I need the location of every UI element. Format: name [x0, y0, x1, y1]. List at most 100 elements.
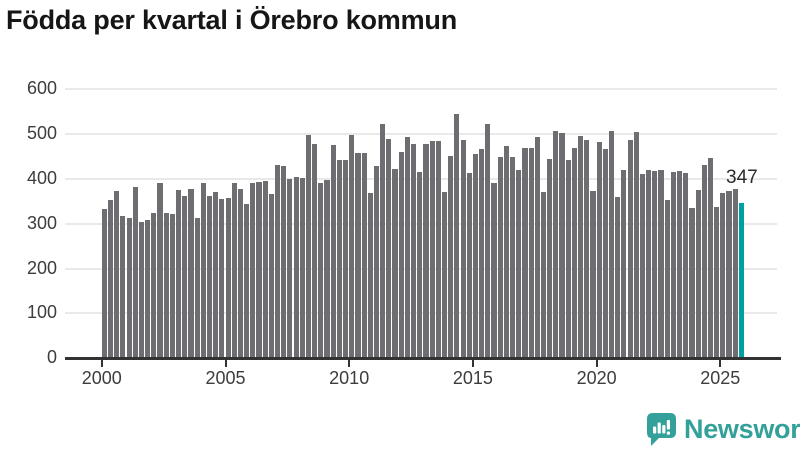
newsworthy-logo[interactable]: Newsworthy — [646, 411, 800, 447]
x-axis-tick — [595, 360, 598, 367]
bar — [256, 181, 262, 359]
bar — [596, 142, 602, 359]
bar — [268, 194, 274, 359]
bar — [417, 171, 423, 359]
bar — [107, 200, 114, 359]
y-axis-tick-label: 300 — [26, 212, 57, 233]
bar — [559, 132, 565, 359]
bar — [454, 113, 460, 359]
bar — [157, 183, 163, 359]
bar — [219, 199, 225, 359]
bar — [646, 169, 652, 359]
bar — [633, 131, 639, 359]
bar — [516, 170, 522, 359]
y-axis-tick-label: 0 — [46, 347, 57, 368]
bar — [343, 160, 349, 359]
bar — [652, 170, 658, 359]
bar — [392, 168, 398, 359]
y-gridline — [65, 88, 777, 91]
x-axis-tick-label: 2020 — [576, 368, 617, 388]
bar — [262, 180, 268, 359]
bar — [658, 170, 664, 359]
bar — [701, 164, 707, 359]
bar — [578, 135, 584, 359]
bar — [590, 191, 596, 359]
bar — [293, 177, 299, 359]
bar — [726, 191, 732, 359]
bar — [281, 165, 287, 359]
bar — [101, 208, 107, 359]
bar — [231, 183, 237, 359]
bar — [188, 189, 194, 359]
x-axis-tick — [224, 360, 227, 367]
bar — [466, 172, 472, 359]
bar — [182, 196, 188, 359]
bar — [707, 158, 714, 359]
bar — [200, 183, 206, 359]
y-axis-tick-label: 200 — [26, 257, 57, 278]
bar — [615, 196, 621, 359]
bar — [299, 177, 305, 359]
bar — [497, 156, 503, 359]
bar — [176, 190, 182, 359]
bar — [683, 173, 689, 359]
x-axis-tick — [719, 360, 722, 367]
bar — [312, 144, 318, 359]
bar — [435, 140, 441, 359]
bar — [639, 174, 646, 359]
y-axis-tick-label: 100 — [26, 302, 57, 323]
bar — [510, 156, 516, 359]
bar — [330, 144, 336, 359]
bar — [250, 183, 256, 359]
chart-title: Födda per kvartal i Örebro kommun — [6, 5, 458, 35]
bar — [571, 148, 577, 359]
bar — [404, 136, 410, 359]
bar — [553, 131, 559, 359]
y-axis-tick-label: 600 — [26, 78, 57, 99]
bar — [274, 165, 281, 359]
bar — [114, 190, 120, 359]
bar — [213, 192, 219, 359]
y-axis-tick-label: 400 — [26, 167, 57, 188]
bar — [145, 220, 151, 359]
bar — [534, 137, 540, 359]
x-axis-tick-label: 2010 — [329, 368, 370, 388]
bar — [720, 192, 726, 359]
bar — [206, 195, 213, 359]
bar — [361, 152, 367, 359]
y-axis-tick-label: 500 — [26, 123, 57, 144]
y-gridline — [65, 133, 777, 136]
bar — [324, 179, 330, 359]
bar — [677, 170, 683, 359]
bar — [411, 143, 417, 359]
bar — [163, 213, 169, 359]
bar — [244, 203, 250, 359]
bar — [714, 206, 720, 359]
x-axis-tick-label: 2025 — [700, 368, 741, 388]
newsworthy-wordmark: Newsworthy — [684, 413, 800, 444]
bar — [472, 153, 479, 359]
bar — [132, 187, 138, 359]
bar-highlight — [738, 202, 744, 359]
x-axis-tick-label: 2015 — [452, 368, 493, 388]
bar — [373, 165, 380, 359]
bar — [479, 148, 485, 359]
bar — [169, 214, 175, 359]
bar — [138, 221, 145, 359]
x-axis-tick-label: 2005 — [205, 368, 246, 388]
bar — [540, 192, 547, 359]
x-axis-tick — [100, 360, 103, 367]
bar — [380, 124, 386, 359]
bar — [398, 152, 404, 359]
bar — [429, 140, 435, 359]
bar — [287, 178, 293, 359]
bar — [386, 138, 392, 359]
bar — [695, 189, 701, 359]
bar — [318, 182, 324, 359]
bar — [584, 139, 590, 359]
bar — [355, 152, 361, 359]
bar — [423, 143, 429, 359]
bar — [565, 160, 571, 359]
bar — [126, 217, 132, 359]
